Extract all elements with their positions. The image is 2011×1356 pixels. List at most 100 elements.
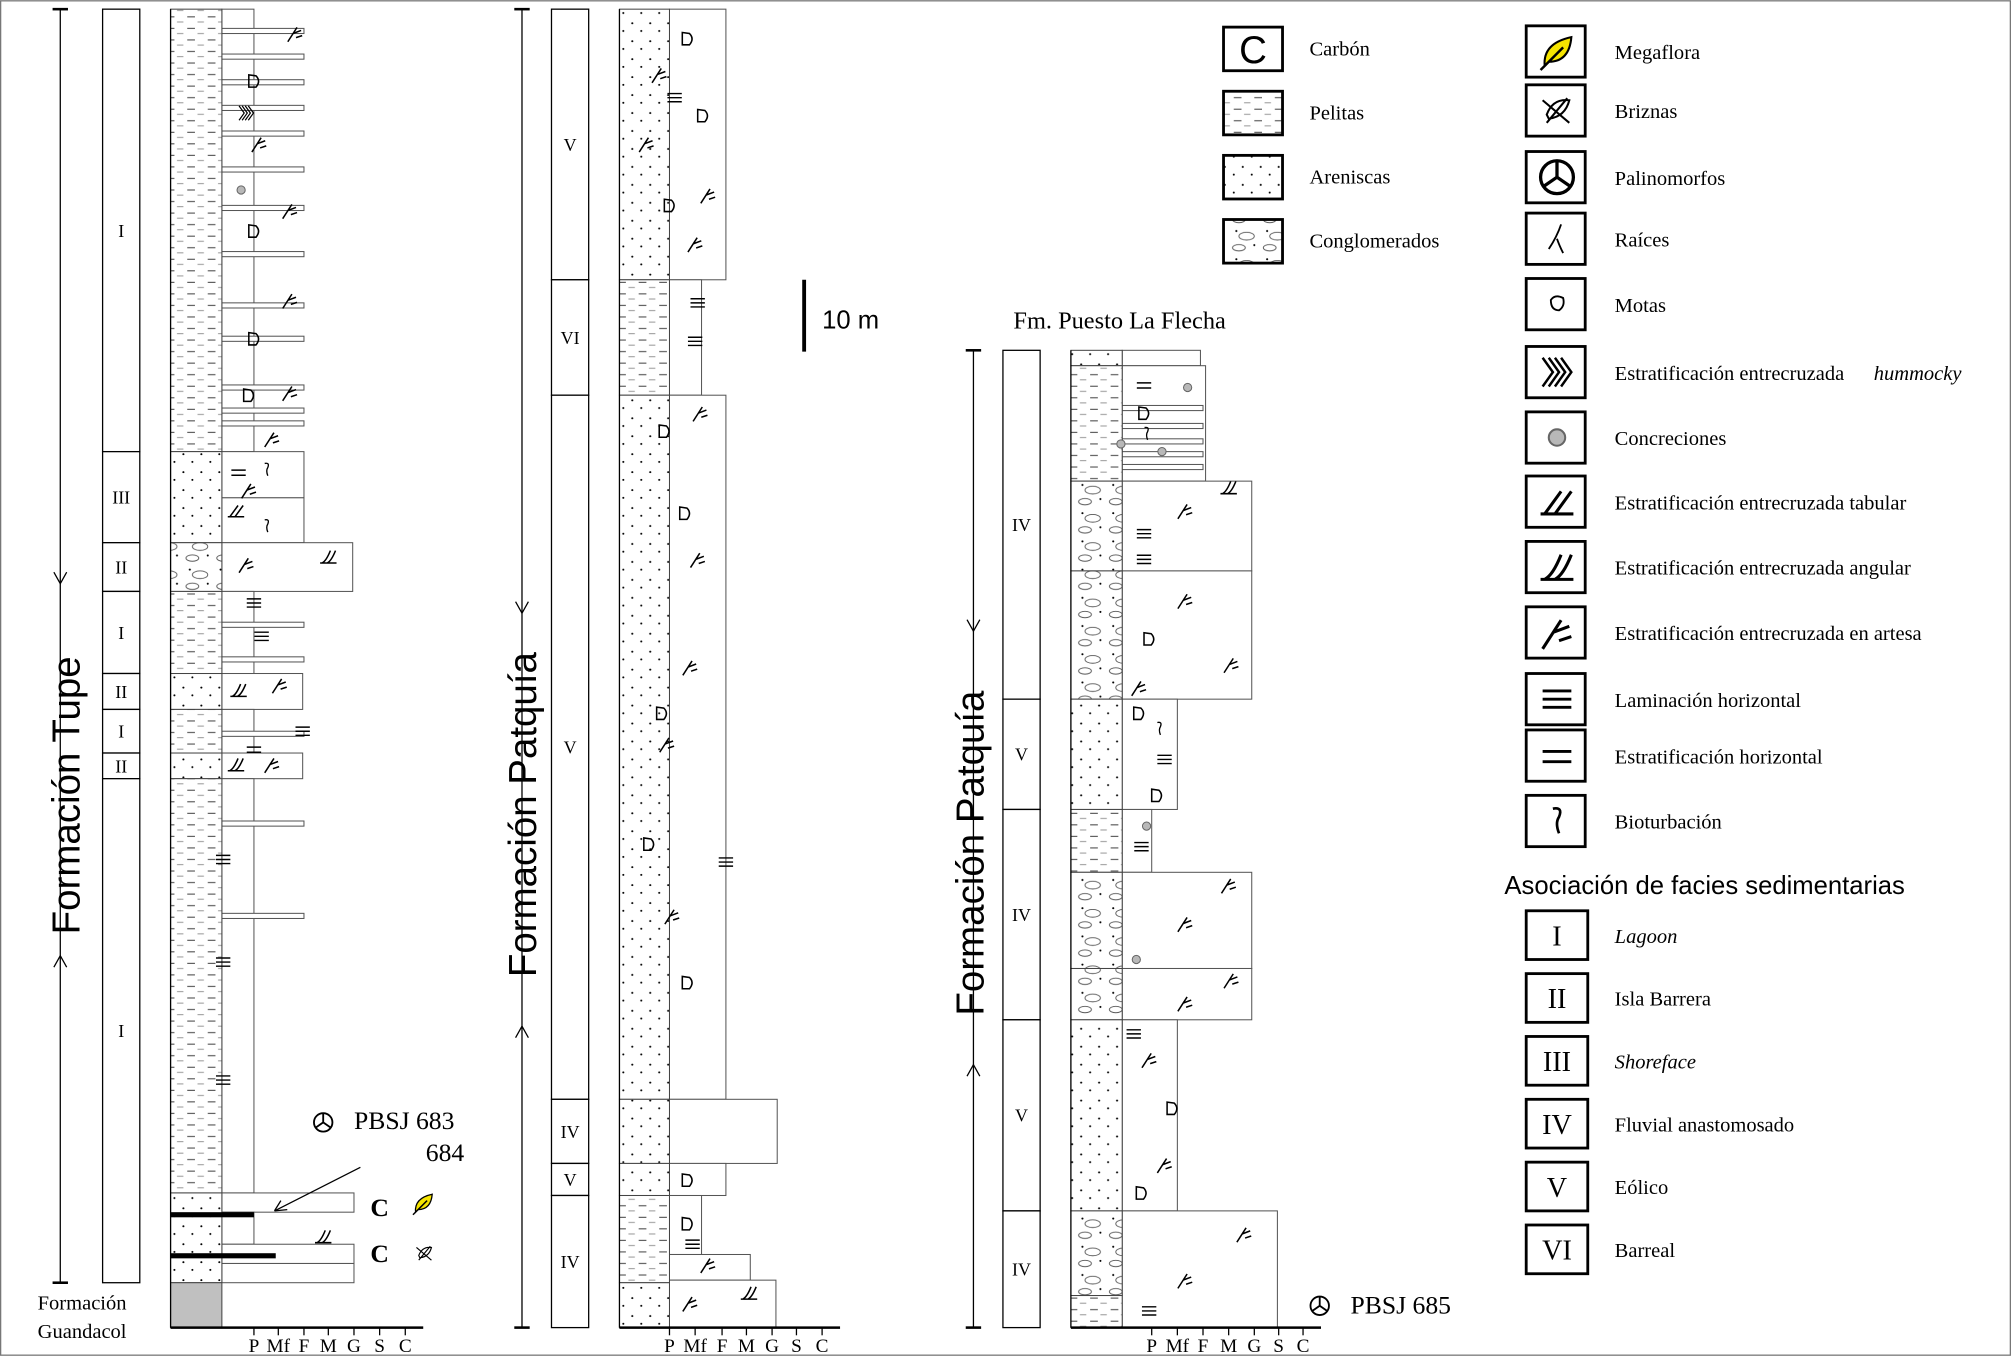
facies-box — [101, 778, 141, 1284]
facies-name: Shoreface — [1615, 1052, 1696, 1074]
facies-label: V — [564, 135, 577, 155]
facies-label: IV — [561, 1252, 580, 1272]
legend-icon-box — [1524, 474, 1587, 529]
pelitas-icon — [1222, 89, 1284, 137]
bed-profile — [1121, 1019, 1178, 1212]
sedimentary-structure-icon — [1183, 382, 1193, 393]
lithology-layer — [1070, 871, 1123, 970]
facies-code-box — [1524, 1160, 1590, 1213]
facies-name: Isla Barrera — [1615, 989, 1711, 1011]
legend-item-carbon: C Carbón — [1222, 25, 1370, 73]
legend-facies-II: II Isla Barrera — [1524, 972, 1711, 1024]
bed-profile — [1121, 1210, 1278, 1329]
legend-label: Motas — [1615, 295, 1666, 317]
facies-box — [1002, 349, 1041, 700]
legend-item-raices: Raíces — [1524, 211, 1670, 266]
thin-sandstone-bed — [221, 251, 305, 258]
facies-label: V — [1015, 745, 1028, 765]
legend-label: Conglomerados — [1309, 231, 1439, 253]
legend-label: Carbón — [1309, 38, 1369, 60]
legend-icon-box — [1524, 24, 1587, 79]
facies-box — [101, 672, 141, 711]
legend-item-hummocky: Estratificación entrecruzada hummocky — [1524, 345, 1962, 400]
arrow-down-icon — [966, 619, 981, 633]
legend-facies-VI: VI Barreal — [1524, 1223, 1675, 1276]
grain-size-label: G — [1247, 1336, 1261, 1356]
facies-name: Fluvial anastomosado — [1615, 1114, 1795, 1136]
legend-label: Concreciones — [1615, 428, 1727, 450]
facies-label: IV — [561, 1122, 580, 1142]
legend-icon-box — [1524, 793, 1587, 849]
thin-sandstone-bed — [221, 407, 305, 414]
coal-mark: C — [370, 1193, 389, 1222]
thin-sandstone-bed — [221, 730, 305, 737]
grain-size-label: Mf — [1166, 1336, 1190, 1356]
legend-item-estratificacion-horizontal: Estratificación horizontal — [1524, 728, 1823, 783]
lithology-layer — [618, 279, 670, 396]
legend-label: Raíces — [1615, 229, 1670, 251]
facies-box — [101, 450, 141, 544]
facies-label: III — [112, 488, 130, 508]
bed-profile — [1121, 967, 1253, 1021]
grain-size-label: F — [1198, 1336, 1209, 1356]
grain-size-label: P — [664, 1336, 675, 1356]
facies-code: V — [1547, 1173, 1568, 1204]
lithology-layer — [1070, 1019, 1123, 1212]
facies-code-box — [1524, 1097, 1590, 1150]
facies-box — [550, 1162, 590, 1197]
bed-profile — [668, 1279, 777, 1329]
arrow-down-icon — [53, 571, 68, 586]
lithology-layer — [618, 1282, 670, 1329]
lithology-layer — [1070, 1210, 1123, 1297]
facies-label: I — [118, 722, 124, 742]
grain-size-label: Mf — [683, 1336, 707, 1356]
arrow-up-icon — [53, 954, 68, 968]
bed-profile — [1121, 570, 1253, 700]
grain-size-label: M — [320, 1336, 337, 1356]
bed-profile — [221, 1211, 255, 1245]
legend-label: Laminación horizontal — [1615, 690, 1802, 712]
lithology-layer — [170, 672, 223, 710]
thin-sandstone-bed — [221, 820, 305, 827]
facies-label: V — [1015, 1106, 1028, 1126]
concreciones-icon — [1547, 428, 1567, 447]
grain-size-label: F — [299, 1336, 310, 1356]
facies-label: IV — [1012, 905, 1031, 925]
thin-sandstone-bed — [221, 130, 305, 137]
legend-label: Areniscas — [1309, 167, 1390, 189]
lithology-layer — [618, 1162, 670, 1197]
facies-box — [1002, 808, 1041, 1021]
arrow-up-icon — [966, 1063, 981, 1077]
legend-item-megaflora: Megaflora — [1524, 24, 1700, 79]
facies-legend-title: Asociación de facies sedimentarias — [1504, 872, 1904, 900]
thin-sandstone-bed — [1121, 404, 1204, 412]
bed-profile — [221, 497, 305, 544]
lithology-layer — [1070, 808, 1123, 873]
legend-label: Estratificación entrecruzada tabular — [1615, 492, 1907, 514]
grain-size-label: C — [1297, 1336, 1310, 1356]
grain-size-label: G — [765, 1336, 779, 1356]
legend-item-palinomorfos: Palinomorfos — [1524, 150, 1725, 205]
thin-sandstone-bed — [221, 27, 305, 35]
facies-box — [101, 542, 141, 593]
megaflora-icon — [412, 1193, 433, 1216]
grain-size-label: S — [1273, 1336, 1284, 1356]
thin-sandstone-bed — [221, 166, 305, 173]
facies-label: VI — [561, 328, 580, 348]
bed-profile — [221, 1192, 355, 1213]
formation-title: Formación Tupe — [46, 656, 89, 934]
facies-code-box — [1524, 909, 1590, 961]
legend-label: Megaflora — [1615, 42, 1700, 64]
thin-sandstone-bed — [221, 621, 305, 628]
facies-box — [101, 590, 141, 675]
legend-item-angular: Estratificación entrecruzada angular — [1524, 540, 1911, 595]
grain-size-label: S — [374, 1336, 385, 1356]
areniscas-icon — [1222, 153, 1284, 201]
legend-item-briznas: Briznas — [1524, 83, 1677, 138]
facies-label: I — [118, 623, 124, 643]
legend-icon-box — [1524, 345, 1587, 400]
thin-sandstone-bed — [1121, 422, 1204, 430]
legend-item-pelitas: Pelitas — [1222, 89, 1364, 137]
